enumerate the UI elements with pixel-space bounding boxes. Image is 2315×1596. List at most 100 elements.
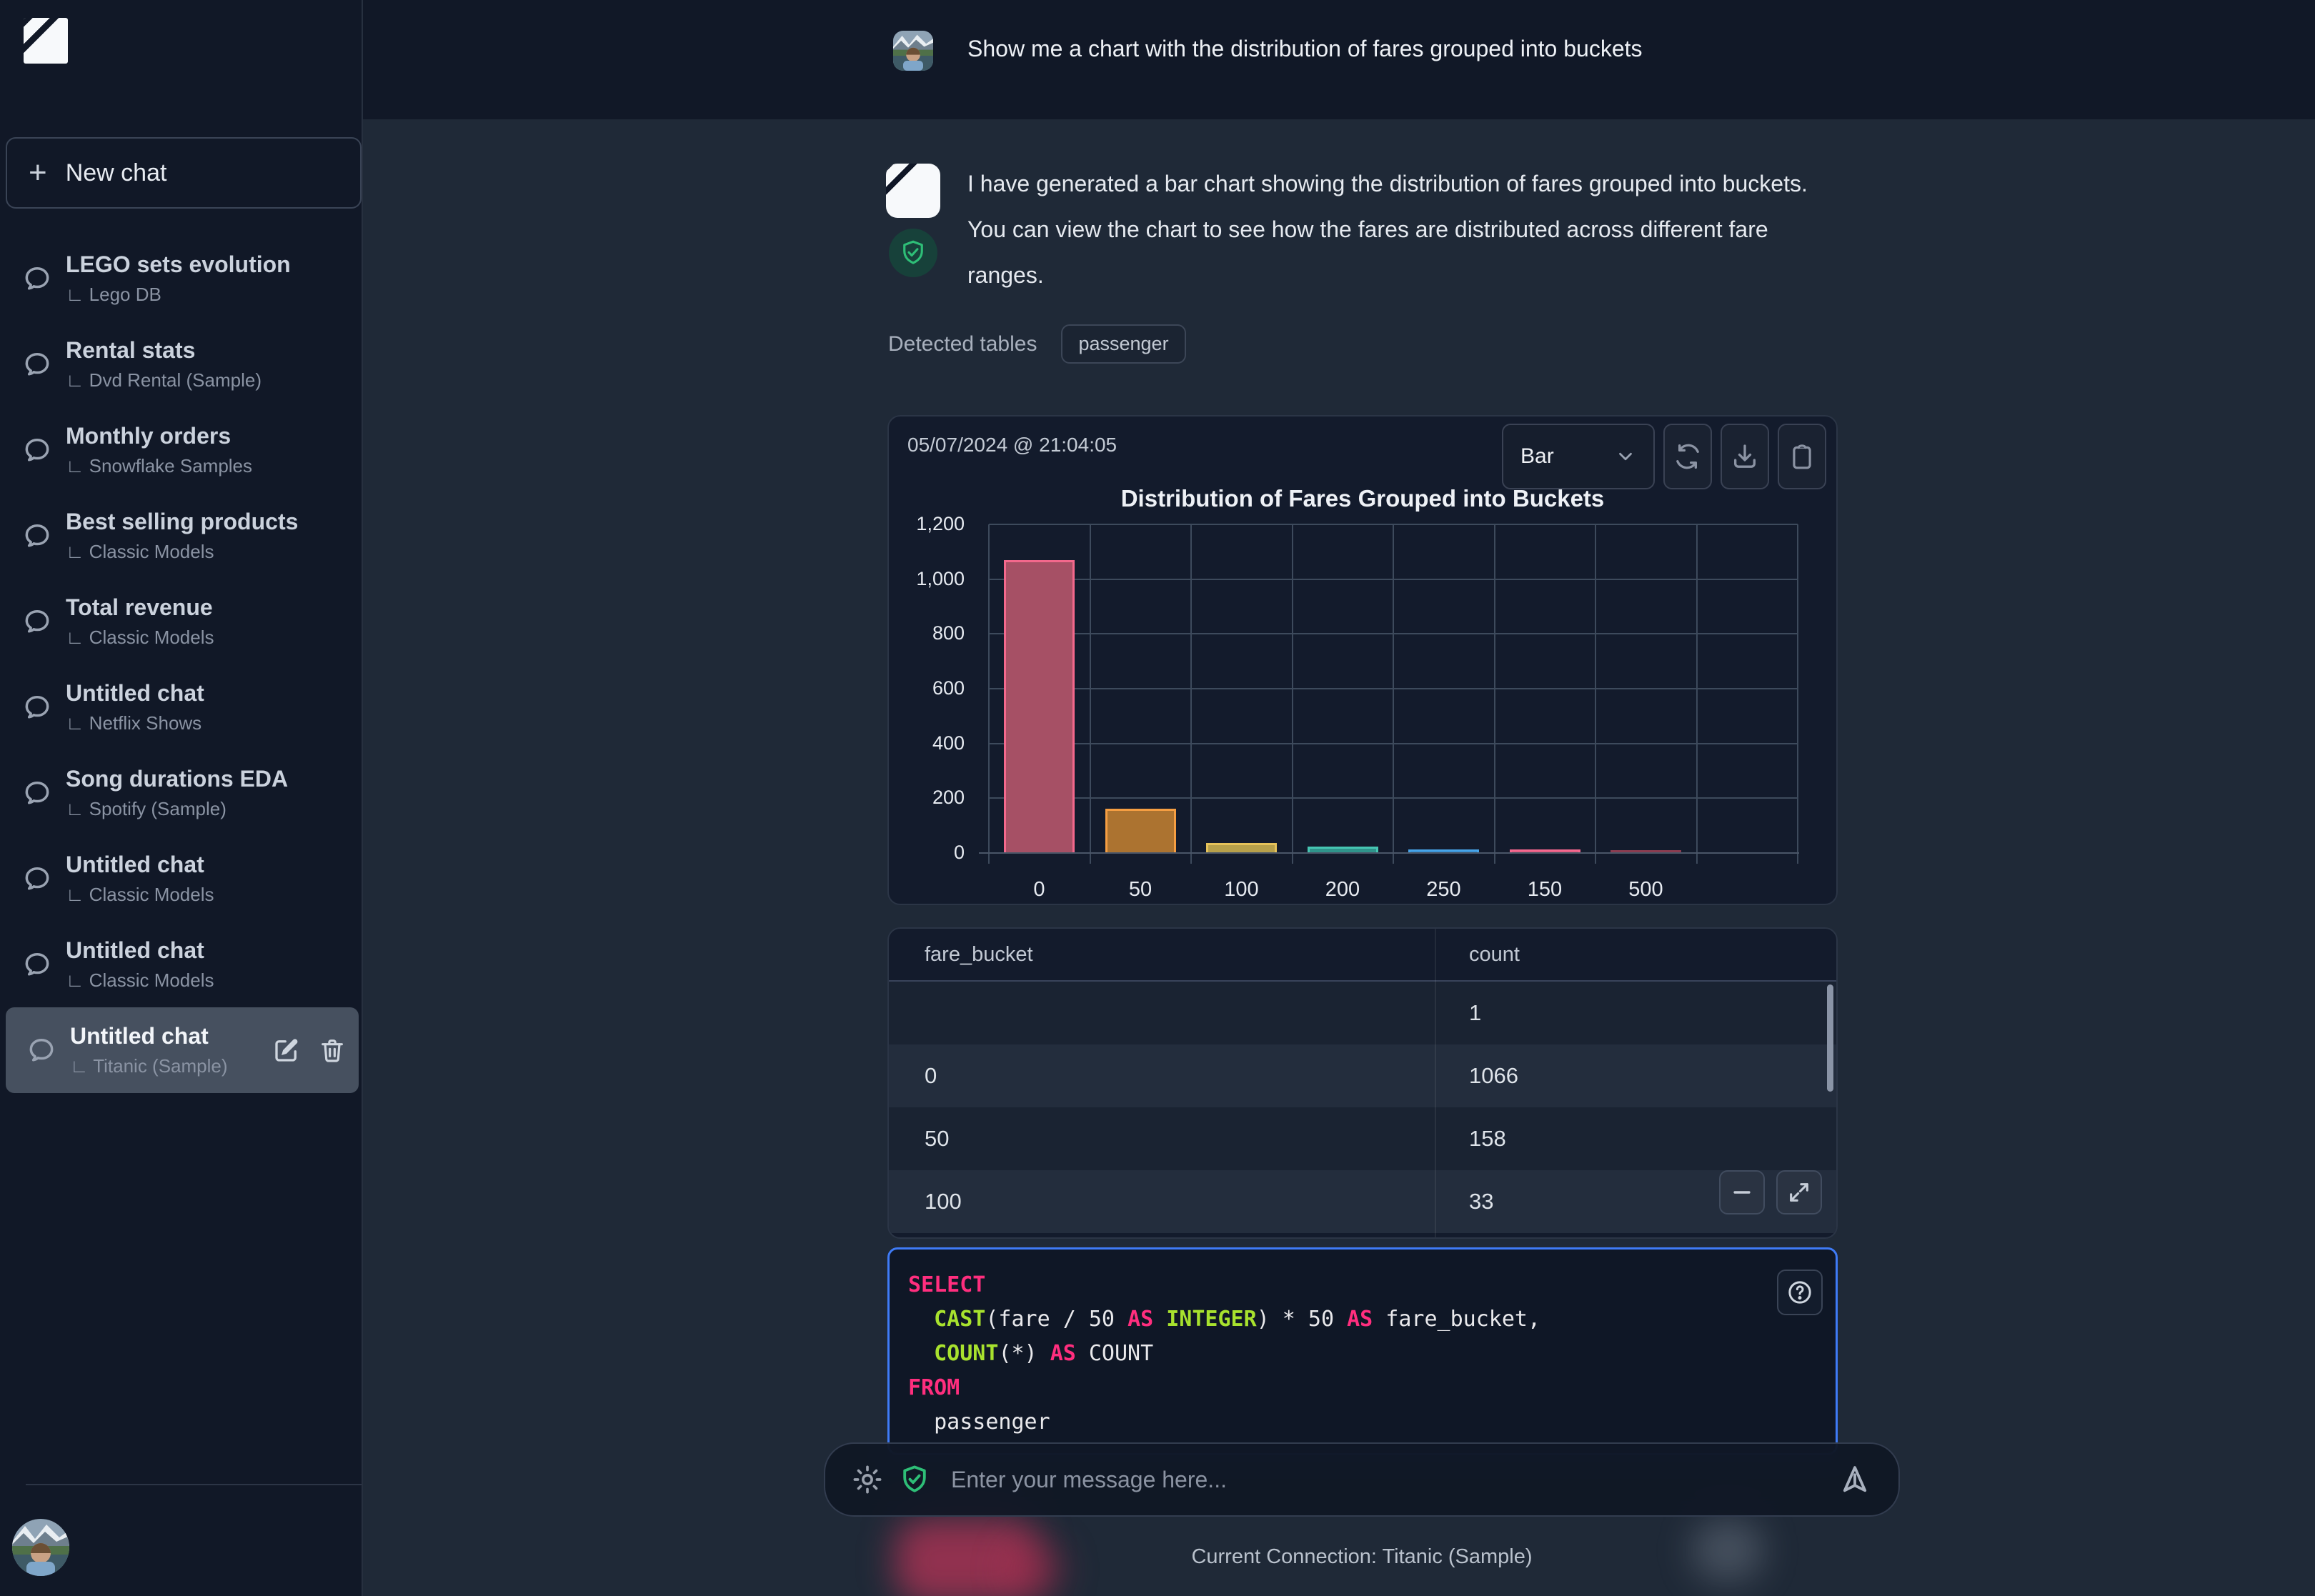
column-header-fare-bucket[interactable]: fare_bucket	[925, 943, 1033, 966]
chat-bubble-icon	[21, 263, 53, 294]
blurred-button-peek	[1692, 1520, 1763, 1581]
table-row[interactable]: 50 158	[889, 1107, 1836, 1170]
x-axis-tick-label: 0	[1033, 878, 1045, 901]
x-axis-tick-label: 200	[1325, 878, 1360, 901]
download-button[interactable]	[1721, 424, 1769, 489]
assistant-logo-icon	[886, 164, 940, 218]
chat-list-item[interactable]: Best selling products ∟ Classic Models	[1, 493, 362, 579]
chat-list-item[interactable]: Untitled chat ∟ Classic Models	[1, 836, 362, 922]
expand-icon	[1790, 1183, 1808, 1202]
chevron-down-icon	[1619, 452, 1632, 461]
sql-editor-card[interactable]: SELECT CAST(fare / 50 AS INTEGER) * 50 A…	[887, 1247, 1838, 1455]
bar-chart-plot: 0 200 400 600 800 1,000 1,200 0 50 100 200 250 150 50…	[916, 513, 1799, 901]
chat-list-item[interactable]: LEGO sets evolution ∟ Lego DB	[1, 236, 362, 321]
expand-table-button[interactable]	[1776, 1170, 1822, 1215]
bar-250	[1408, 849, 1480, 852]
chat-bubble-icon	[26, 1034, 57, 1066]
gridline	[1493, 524, 1495, 864]
gridline	[1797, 524, 1798, 864]
new-chat-label: New chat	[65, 159, 167, 186]
send-button[interactable]	[1836, 1460, 1874, 1499]
column-header-count[interactable]: count	[1469, 943, 1520, 966]
gridline	[1696, 524, 1698, 864]
chat-list-item[interactable]: Total revenue ∟ Classic Models	[1, 579, 362, 664]
cell-count: 1	[1469, 1000, 1482, 1025]
detected-table-tag[interactable]: passenger	[1061, 324, 1186, 364]
chat-list-item[interactable]: Song durations EDA ∟ Spotify (Sample)	[1, 750, 362, 836]
table-row[interactable]: 0 1066	[889, 1044, 1836, 1107]
chat-bubble-icon	[21, 777, 53, 809]
delete-chat-button[interactable]	[316, 1034, 349, 1067]
user-message-avatar	[893, 31, 933, 71]
chart-type-value: Bar	[1520, 444, 1554, 468]
chat-item-title: Untitled chat	[66, 937, 204, 963]
chat-item-title: Rental stats	[66, 337, 196, 363]
chat-list-item[interactable]: Untitled chat ∟ Titanic (Sample)	[6, 1007, 359, 1093]
cell-count: 33	[1469, 1189, 1494, 1214]
sql-code[interactable]: SELECT CAST(fare / 50 AS INTEGER) * 50 A…	[908, 1268, 1540, 1440]
chat-item-database: ∟ Classic Models	[66, 541, 214, 562]
gridline	[1089, 524, 1091, 864]
new-chat-button[interactable]: + New chat	[6, 137, 362, 209]
chat-list-item[interactable]: Untitled chat ∟ Netflix Shows	[1, 664, 362, 750]
gridline	[1393, 524, 1394, 864]
app-logo-icon	[24, 18, 68, 64]
question-mark-icon	[1788, 1281, 1811, 1304]
chart-result-card: 05/07/2024 @ 21:04:05 Bar	[887, 415, 1838, 905]
chat-bubble-icon	[21, 520, 53, 552]
message-input[interactable]	[950, 1465, 1836, 1494]
chat-list-item[interactable]: Untitled chat ∟ Classic Models	[1, 922, 362, 1007]
cell-fare-bucket: 0	[925, 1063, 937, 1088]
refresh-icon	[1676, 444, 1699, 469]
chat-bubble-icon	[21, 606, 53, 637]
detected-tables-label: Detected tables	[888, 331, 1037, 356]
detected-tables-row: Detected tables passenger	[888, 324, 1186, 364]
table-header-row: fare_bucket count	[889, 929, 1836, 982]
table-row[interactable]: 100 33	[889, 1170, 1836, 1233]
cell-count: 1066	[1469, 1063, 1518, 1088]
collapse-table-button[interactable]	[1719, 1170, 1765, 1215]
chat-list-item[interactable]: Monthly orders ∟ Snowflake Samples	[1, 407, 362, 493]
copy-clipboard-button[interactable]	[1778, 424, 1826, 489]
x-axis-tick-label: 500	[1628, 878, 1663, 901]
user-avatar[interactable]	[12, 1519, 69, 1576]
cell-count: 158	[1469, 1126, 1506, 1151]
gridline	[1595, 524, 1596, 864]
chart-type-select[interactable]: Bar	[1502, 424, 1655, 489]
secure-shield-icon[interactable]	[898, 1463, 931, 1496]
x-axis-line	[979, 852, 1799, 854]
result-table-card: fare_bucket count 1 0 1066 50 158 100 33	[887, 927, 1838, 1239]
sidebar: + New chat LEGO sets evolution ∟ Lego DB R…	[0, 0, 363, 1596]
user-message-row: Show me a chart with the distribution of…	[363, 0, 2315, 119]
y-axis-tick-label: 1,000	[916, 567, 965, 589]
chat-item-title: Best selling products	[66, 509, 299, 534]
cell-fare-bucket: 50	[925, 1126, 950, 1151]
chat-list-item[interactable]: Rental stats ∟ Dvd Rental (Sample)	[1, 321, 362, 407]
verified-shield-icon	[889, 229, 937, 277]
chat-item-title: Untitled chat	[66, 680, 204, 706]
x-axis-tick-label: 250	[1426, 878, 1461, 901]
table-actions	[1719, 1170, 1822, 1215]
table-scrollbar[interactable]	[1827, 984, 1833, 1092]
current-connection-label: Current Connection: Titanic (Sample)	[1191, 1545, 1533, 1568]
bar-100	[1206, 843, 1278, 852]
chat-item-database: ∟ Classic Models	[66, 884, 214, 905]
sidebar-divider	[26, 1484, 362, 1485]
chat-bubble-icon	[21, 349, 53, 380]
chat-item-database: ∟ Snowflake Samples	[66, 455, 253, 477]
cell-fare-bucket: 100	[925, 1189, 962, 1214]
settings-gear-icon[interactable]	[851, 1463, 884, 1496]
help-button[interactable]	[1777, 1270, 1823, 1315]
sql-line: CAST(fare / 50 AS INTEGER) * 50 AS fare_…	[934, 1307, 1541, 1332]
y-axis-tick-label: 800	[932, 622, 965, 644]
table-row[interactable]: 1	[889, 982, 1836, 1044]
refresh-button[interactable]	[1663, 424, 1712, 489]
x-axis-tick-label: 100	[1224, 878, 1259, 901]
y-axis-tick-label: 1,200	[916, 513, 965, 534]
y-axis-tick-label: 200	[932, 787, 965, 809]
bar-0	[1004, 560, 1075, 852]
result-timestamp: 05/07/2024 @ 21:04:05	[907, 434, 1117, 456]
user-message-text: Show me a chart with the distribution of…	[967, 36, 1643, 61]
y-axis-tick-label: 600	[932, 677, 965, 699]
rename-chat-button[interactable]	[270, 1034, 303, 1067]
